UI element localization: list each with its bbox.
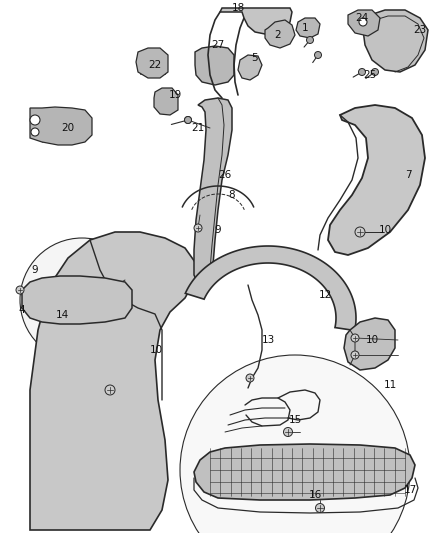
Polygon shape xyxy=(296,18,320,38)
Text: 23: 23 xyxy=(413,25,427,35)
Text: 12: 12 xyxy=(318,290,332,300)
Text: 15: 15 xyxy=(288,415,302,425)
Polygon shape xyxy=(348,10,380,36)
Circle shape xyxy=(184,117,191,124)
Circle shape xyxy=(355,227,365,237)
Polygon shape xyxy=(344,318,395,370)
Text: 2: 2 xyxy=(275,30,281,40)
Polygon shape xyxy=(265,20,295,48)
Text: 10: 10 xyxy=(149,345,162,355)
Polygon shape xyxy=(30,107,92,145)
Circle shape xyxy=(180,355,410,533)
Polygon shape xyxy=(195,46,234,85)
Polygon shape xyxy=(30,232,195,530)
Circle shape xyxy=(307,36,314,44)
Text: 9: 9 xyxy=(215,225,221,235)
Circle shape xyxy=(314,52,321,59)
Text: 11: 11 xyxy=(383,380,397,390)
Text: 9: 9 xyxy=(32,265,38,275)
Text: 25: 25 xyxy=(364,70,377,80)
Circle shape xyxy=(16,286,24,294)
Polygon shape xyxy=(363,10,428,72)
Text: 7: 7 xyxy=(405,170,411,180)
Text: 10: 10 xyxy=(365,335,378,345)
Polygon shape xyxy=(22,276,132,324)
Circle shape xyxy=(351,334,359,342)
Text: 21: 21 xyxy=(191,123,205,133)
Circle shape xyxy=(351,351,359,359)
Text: 5: 5 xyxy=(252,53,258,63)
Text: 19: 19 xyxy=(168,90,182,100)
Circle shape xyxy=(359,18,367,26)
Circle shape xyxy=(30,115,40,125)
Polygon shape xyxy=(220,8,292,34)
Text: 22: 22 xyxy=(148,60,162,70)
Text: 4: 4 xyxy=(19,305,25,315)
Circle shape xyxy=(31,128,39,136)
Text: 16: 16 xyxy=(308,490,321,500)
Polygon shape xyxy=(185,246,356,330)
Text: 20: 20 xyxy=(61,123,74,133)
Circle shape xyxy=(371,69,378,76)
Polygon shape xyxy=(238,55,262,80)
Polygon shape xyxy=(328,105,425,255)
Text: 17: 17 xyxy=(403,485,417,495)
Text: 10: 10 xyxy=(378,225,392,235)
Text: 1: 1 xyxy=(302,23,308,33)
Polygon shape xyxy=(194,98,232,285)
Text: 26: 26 xyxy=(219,170,232,180)
Circle shape xyxy=(315,504,325,513)
Text: 24: 24 xyxy=(355,13,369,23)
Text: 13: 13 xyxy=(261,335,275,345)
Circle shape xyxy=(246,374,254,382)
Text: 8: 8 xyxy=(229,190,235,200)
Circle shape xyxy=(358,69,365,76)
Circle shape xyxy=(184,117,191,124)
Text: 18: 18 xyxy=(231,3,245,13)
Polygon shape xyxy=(136,48,168,78)
Circle shape xyxy=(20,238,144,362)
Text: 27: 27 xyxy=(212,40,225,50)
Polygon shape xyxy=(154,88,178,115)
Circle shape xyxy=(194,224,202,232)
Polygon shape xyxy=(194,444,415,500)
Circle shape xyxy=(283,427,293,437)
Text: 14: 14 xyxy=(55,310,69,320)
Circle shape xyxy=(105,385,115,395)
